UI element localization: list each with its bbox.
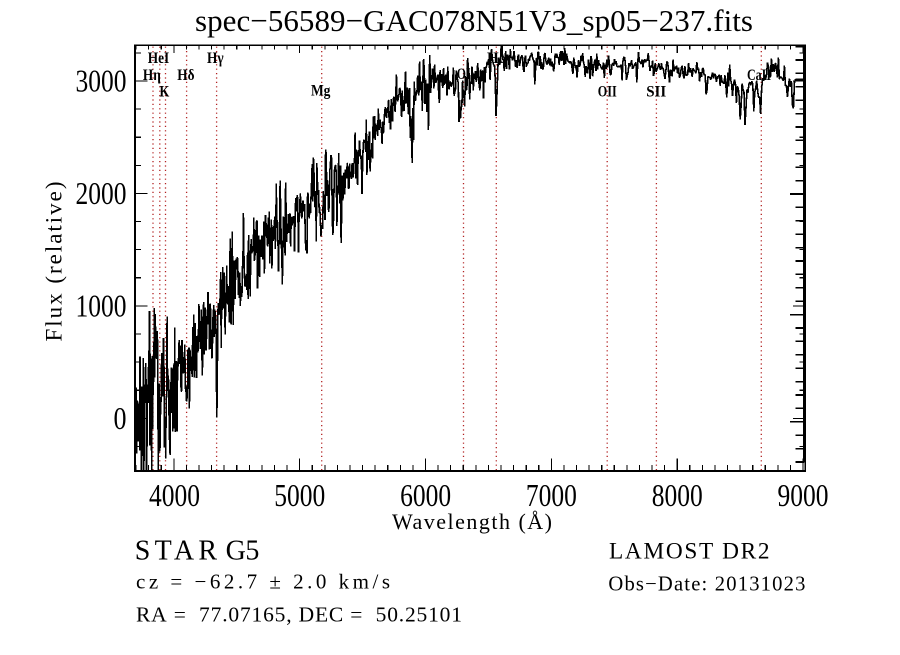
svg-text:9000: 9000 — [778, 477, 829, 513]
svg-text:OII: OII — [598, 84, 617, 101]
svg-text:OI: OI — [457, 66, 471, 83]
svg-text:Hα: Hα — [487, 50, 507, 67]
svg-text:8000: 8000 — [652, 477, 703, 513]
svg-text:Hγ: Hγ — [207, 50, 224, 67]
svg-text:5000: 5000 — [274, 477, 325, 513]
svg-text:Mg: Mg — [311, 82, 331, 99]
svg-text:1000: 1000 — [76, 288, 127, 324]
svg-text:2000: 2000 — [76, 175, 127, 211]
svg-text:LAMOST DR2: LAMOST DR2 — [609, 538, 770, 564]
svg-text:HeI: HeI — [148, 50, 170, 67]
svg-text:K: K — [160, 84, 170, 101]
svg-text:CaII: CaII — [747, 67, 771, 84]
svg-text:spec−56589−GAC078N51V3_sp05−23: spec−56589−GAC078N51V3_sp05−237.fits — [195, 3, 753, 38]
svg-text:Hη: Hη — [143, 67, 161, 84]
svg-text:6000: 6000 — [400, 477, 451, 513]
svg-text:4000: 4000 — [149, 477, 200, 513]
svg-text:Flux (relative): Flux (relative) — [42, 182, 67, 342]
svg-text:0: 0 — [114, 400, 127, 436]
svg-text:Hδ: Hδ — [177, 67, 194, 84]
svg-text:SII: SII — [646, 84, 666, 101]
svg-text:cz = −62.7 ± 2.0 km/s: cz = −62.7 ± 2.0 km/s — [136, 570, 390, 594]
svg-text:Obs−Date: 20131023: Obs−Date: 20131023 — [608, 573, 805, 595]
svg-text:RA = 77.07165, DEC = 50.2510: RA = 77.07165, DEC = 50.25101 — [136, 602, 462, 626]
svg-text:Wavelength (Å): Wavelength (Å) — [392, 509, 552, 534]
svg-text:7000: 7000 — [526, 477, 577, 513]
svg-text:STAR: STAR — [135, 536, 218, 567]
svg-text:G5: G5 — [226, 536, 260, 567]
svg-text:3000: 3000 — [76, 63, 127, 99]
